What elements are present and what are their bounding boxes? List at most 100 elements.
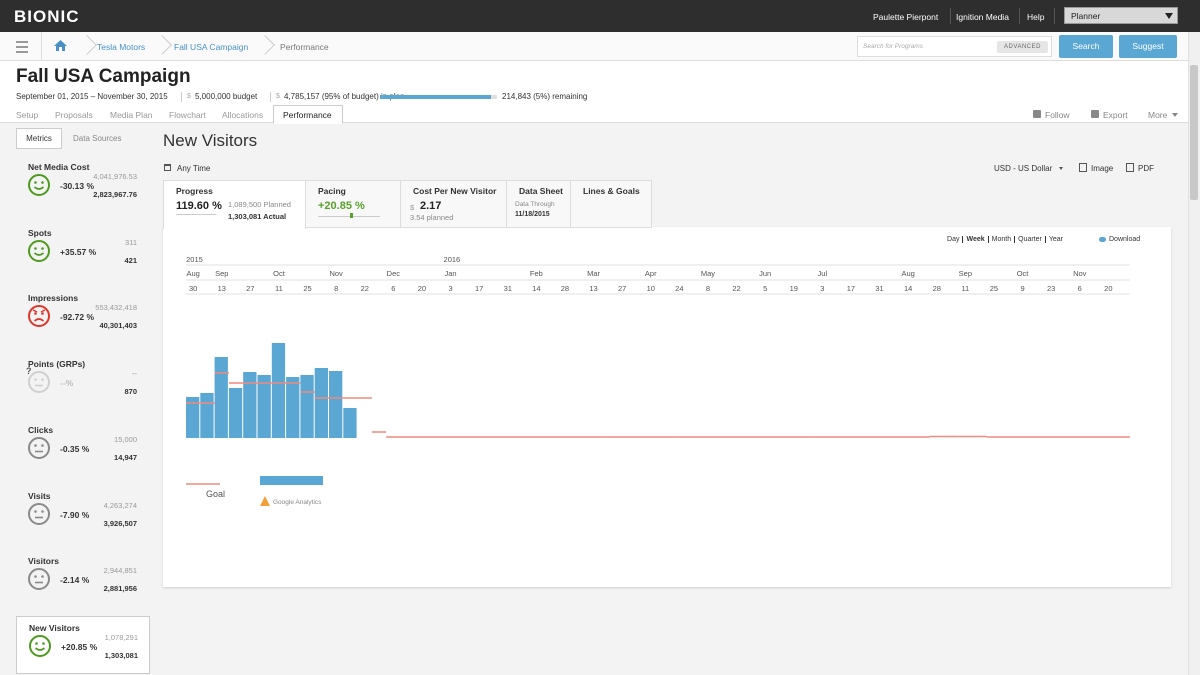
image-link[interactable]: Image	[1091, 164, 1114, 173]
search-input[interactable]: Search for Programs ADVANCED	[857, 36, 1052, 57]
day-label: 3	[820, 284, 824, 293]
face-eye	[41, 378, 44, 381]
tab[interactable]: Flowchart	[169, 110, 206, 120]
metric-actual: 2,881,956	[103, 584, 137, 594]
face-mouth	[33, 318, 45, 323]
metric[interactable]: Visits -7.90 % 4,263,274 3,926,507	[16, 485, 150, 543]
tab[interactable]: Performance	[283, 110, 332, 120]
pdf-icon	[1126, 163, 1134, 172]
action[interactable]: More	[1148, 110, 1168, 120]
face-eye	[41, 312, 44, 316]
face-outline	[28, 502, 50, 525]
granularity-option[interactable]: Year	[1044, 236, 1066, 243]
card-rule	[176, 214, 216, 215]
tab[interactable]: Setup	[16, 110, 39, 120]
metric[interactable]: Net Media Cost -30.13 % 4,041,976.53 2,823,…	[16, 156, 150, 214]
summary-card[interactable]: Cost Per New Visitor $2.17 3.54 planned	[400, 180, 507, 228]
metric[interactable]: Visitors -2.14 % 2,944,851 2,881,956	[16, 550, 150, 608]
card-date: 11/18/2015	[515, 211, 550, 218]
sidebar-tab-active[interactable]: Metrics	[16, 128, 62, 149]
legend-ga-swatch	[260, 476, 323, 485]
summary-card[interactable]: Lines & Goals	[570, 180, 652, 228]
metric-change: -7.90 %	[60, 509, 90, 520]
summary-card[interactable]: Data Sheet Data Through 11/18/2015	[506, 180, 571, 228]
action[interactable]: Export	[1103, 110, 1128, 120]
metric[interactable]: New Visitors +20.85 % 1,078,291 1,303,081	[16, 615, 150, 674]
granularity-option[interactable]: Day	[947, 236, 960, 243]
bar	[200, 393, 214, 438]
cloud-icon	[1099, 237, 1106, 242]
help-link[interactable]: Help	[1027, 12, 1045, 22]
card-value: +20.85 %	[318, 200, 365, 212]
face-outline	[28, 174, 50, 196]
granularity-option[interactable]: Month	[987, 236, 1015, 243]
metric-actual: 3,926,507	[103, 518, 137, 528]
summary-card[interactable]: Progress 119.60 % 1,089,500 Planned 1,303,0…	[163, 180, 306, 229]
tab[interactable]: Media Plan	[110, 110, 153, 120]
face-outline	[28, 436, 50, 459]
user-name[interactable]: Paulette Pierpont	[873, 12, 939, 22]
granularity-option[interactable]: Week	[962, 236, 988, 243]
metric[interactable]: Spots +35.57 % 311 421	[16, 222, 150, 280]
home-shape	[54, 40, 67, 51]
metric[interactable]: Points (GRPs)? --% -- 870	[16, 353, 150, 411]
home-icon	[54, 40, 67, 51]
bar	[228, 388, 243, 438]
metric-change: +35.57 %	[60, 246, 97, 257]
bar	[300, 375, 314, 438]
currency-symbol: $	[187, 93, 191, 100]
sidebar-tab[interactable]: Data Sources	[73, 134, 122, 143]
divider	[181, 92, 182, 102]
face-eye	[34, 575, 37, 578]
metric-name: New Visitors	[29, 622, 80, 633]
planner-select[interactable]: Planner	[1064, 7, 1178, 24]
pdf-link[interactable]: PDF	[1138, 164, 1154, 173]
metric-name: Points (GRPs)	[28, 359, 86, 370]
campaign-title: Fall USA Campaign	[16, 66, 191, 87]
face-eye	[34, 443, 37, 447]
breadcrumb-item[interactable]: Tesla Motors	[97, 42, 146, 52]
month-label: Dec	[387, 269, 401, 278]
breadcrumb-item[interactable]: Fall USA Campaign	[174, 42, 249, 52]
day-label: 31	[504, 284, 512, 293]
face-eye	[41, 575, 44, 578]
menu-line	[16, 41, 28, 43]
advanced-button[interactable]: ADVANCED	[997, 41, 1048, 53]
divider	[1054, 8, 1055, 24]
currency-select[interactable]: USD - US Dollar	[994, 164, 1053, 173]
divider	[1019, 8, 1020, 24]
month-label: May	[701, 269, 715, 278]
caret	[1059, 167, 1063, 170]
ga-logo	[260, 496, 270, 506]
tab[interactable]: Allocations	[222, 110, 264, 120]
metric-name: Visitors	[28, 556, 60, 567]
divider	[41, 32, 42, 61]
metric[interactable]: Clicks -0.35 % 15,000 14,947	[16, 419, 150, 477]
tab[interactable]: Proposals	[55, 110, 93, 120]
metric-actual: 870	[124, 387, 137, 397]
summary-card[interactable]: Pacing +20.85 %	[305, 180, 401, 228]
metric-face	[29, 634, 51, 657]
granularity-option[interactable]: Quarter	[1014, 236, 1045, 243]
pacing-marker	[350, 213, 353, 218]
face-eye	[34, 181, 37, 184]
month-label: Sep	[959, 269, 972, 278]
granularity: Day Week Month Quarter Year	[900, 236, 1066, 243]
suggest-button[interactable]: Suggest	[1119, 35, 1177, 58]
org-name[interactable]: Ignition Media	[956, 12, 1009, 22]
scroll-thumb[interactable]	[1190, 65, 1198, 200]
metric-face	[28, 436, 50, 459]
month-label: Aug	[186, 269, 199, 278]
year-label: 2015	[186, 255, 203, 264]
download-link[interactable]: Download	[1109, 236, 1141, 243]
metric[interactable]: Impressions -92.72 % 553,432,418 40,301,403	[16, 287, 150, 345]
action[interactable]: Follow	[1045, 110, 1070, 120]
day-label: 9	[1020, 284, 1024, 293]
time-range[interactable]: Any Time	[177, 164, 211, 173]
search-button[interactable]: Search	[1059, 35, 1113, 58]
sidebar-tab: Metrics	[26, 134, 52, 143]
face-outline	[28, 568, 50, 591]
metric-actual: 421	[124, 255, 137, 265]
card-symbol: $	[410, 203, 415, 212]
brand[interactable]: BIONIC	[14, 7, 80, 26]
